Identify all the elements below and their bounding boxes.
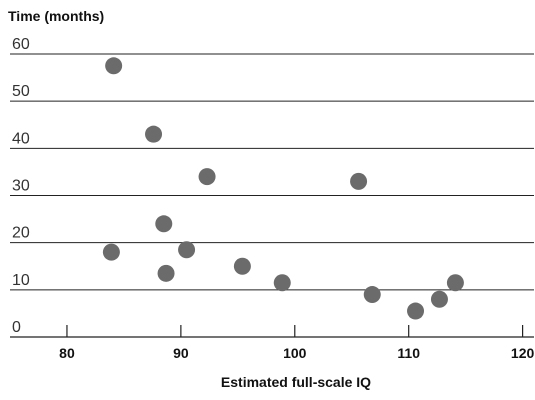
data-point (350, 172, 368, 190)
data-point (446, 274, 464, 292)
y-axis-tick-labels: 0 10 20 30 40 50 60 (12, 36, 30, 336)
y-tick-label: 0 (12, 319, 21, 336)
data-point (363, 286, 381, 304)
data-point (178, 241, 196, 259)
data-point (145, 125, 163, 143)
data-point (430, 290, 448, 308)
data-point (273, 274, 291, 292)
data-point (233, 257, 251, 275)
data-points (102, 57, 464, 320)
data-point (102, 243, 120, 261)
y-tick-label: 10 (12, 272, 30, 289)
data-point (105, 57, 123, 75)
x-tick-label: 80 (59, 345, 75, 361)
y-tick-label: 50 (12, 83, 30, 100)
x-tick-label: 110 (397, 345, 420, 361)
y-tick-label: 20 (12, 225, 30, 242)
y-tick-label: 30 (12, 178, 30, 195)
data-point (198, 168, 216, 186)
x-axis (10, 325, 534, 338)
y-tick-label: 60 (12, 36, 30, 53)
x-axis-title: Estimated full-scale IQ (221, 374, 371, 390)
data-point (407, 302, 425, 320)
y-axis-title: Time (months) (8, 8, 104, 24)
x-tick-label: 90 (173, 345, 189, 361)
data-point (157, 264, 175, 282)
gridlines (10, 53, 534, 291)
y-tick-label: 40 (12, 130, 30, 147)
data-point (155, 215, 173, 233)
x-tick-label: 120 (511, 345, 535, 361)
x-axis-tick-labels: 80 90 100 110 120 (59, 345, 534, 361)
x-tick-label: 100 (283, 345, 307, 361)
